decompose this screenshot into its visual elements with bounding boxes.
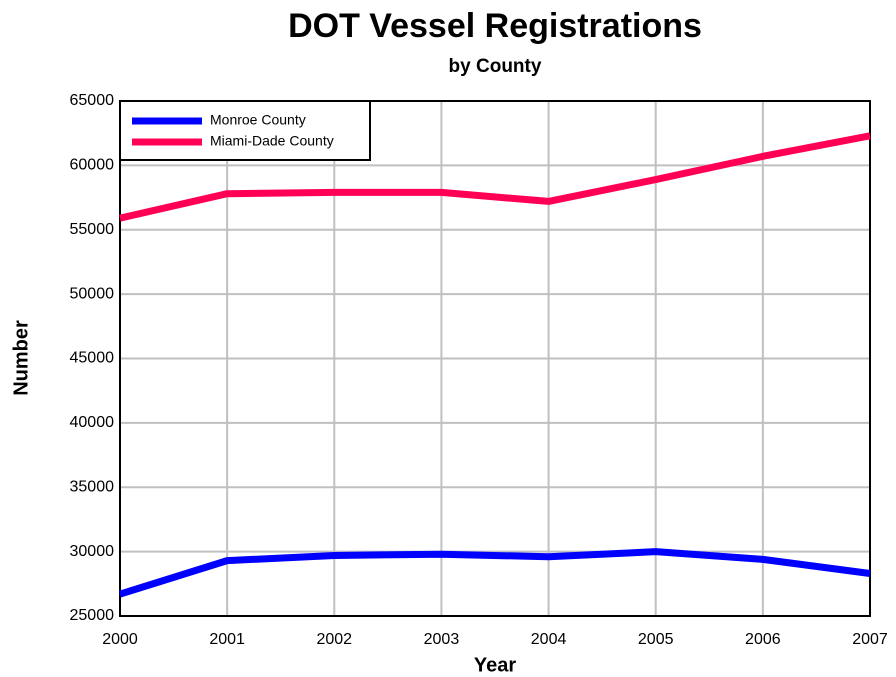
y-axis-label: Number — [10, 320, 32, 396]
y-tick-label: 25000 — [70, 607, 115, 624]
plot-frame — [119, 100, 871, 617]
y-tick-label: 30000 — [70, 543, 115, 560]
y-tick-label: 50000 — [70, 285, 115, 302]
y-tick-label: 60000 — [70, 157, 115, 174]
legend-label: Monroe County — [210, 112, 306, 128]
chart-subtitle: by County — [449, 56, 542, 77]
chart-title: DOT Vessel Registrations — [288, 7, 702, 45]
x-tick-label: 2007 — [852, 631, 888, 648]
x-tick-label: 2005 — [638, 631, 674, 648]
series-line — [118, 548, 871, 598]
legend-box — [119, 100, 371, 161]
x-tick-label: 2003 — [424, 631, 460, 648]
y-tick-label: 55000 — [70, 221, 115, 238]
y-tick-label: 35000 — [70, 478, 115, 495]
x-tick-label: 2001 — [209, 631, 245, 648]
legend: Monroe County Miami-Dade County — [119, 100, 371, 161]
x-tick-label: 2004 — [531, 631, 567, 648]
y-tick-label: 45000 — [70, 350, 115, 367]
x-axis-label: Year — [474, 654, 516, 676]
series-line — [119, 132, 871, 222]
y-tick-label: 40000 — [70, 414, 115, 431]
y-tick-label: 65000 — [70, 92, 115, 109]
x-tick-label: 2000 — [102, 631, 138, 648]
x-tick-label: 2002 — [316, 631, 352, 648]
legend-label: Miami-Dade County — [210, 133, 334, 149]
x-tick-label: 2006 — [745, 631, 781, 648]
